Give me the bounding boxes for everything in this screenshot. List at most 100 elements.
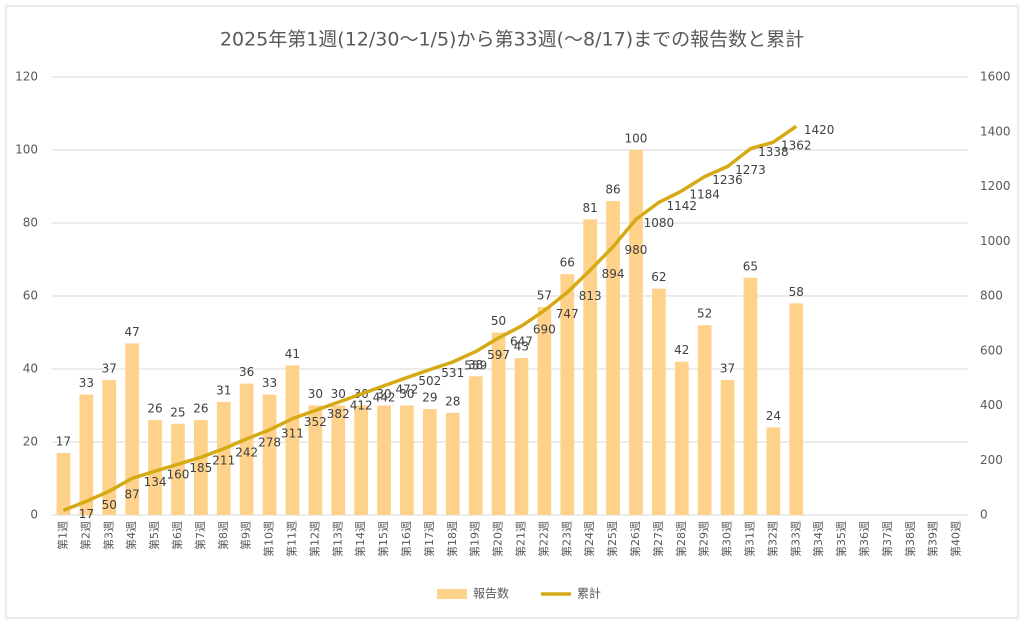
line-label: 472	[395, 382, 418, 396]
bar-label: 50	[491, 314, 506, 328]
bar-label: 38	[468, 358, 483, 372]
y2-tick-label: 600	[980, 343, 1003, 357]
line-label: 1184	[689, 187, 720, 201]
line-label: 894	[602, 267, 625, 281]
bar	[193, 420, 208, 515]
x-tick-label: 第4週	[124, 521, 138, 550]
bar	[354, 405, 369, 515]
bar-label: 86	[605, 183, 620, 197]
x-tick-label: 第28週	[674, 521, 688, 557]
x-tick-label: 第32週	[765, 521, 779, 557]
line-label: 17	[79, 507, 94, 521]
line-label: 1236	[712, 173, 743, 187]
bar-label: 66	[560, 256, 575, 270]
bar-label: 52	[697, 307, 712, 321]
bar-label: 33	[79, 376, 94, 390]
x-tick-label: 第30週	[720, 521, 734, 557]
bar	[537, 306, 552, 515]
line-label: 412	[350, 399, 373, 413]
x-tick-label: 第21週	[513, 521, 527, 557]
y2-tick-label: 800	[980, 289, 1003, 303]
line-label: 813	[579, 289, 602, 303]
x-tick-label: 第11週	[284, 521, 298, 557]
line-label: 160	[166, 468, 189, 482]
line-label: 382	[327, 407, 350, 421]
bar-label: 31	[216, 383, 231, 397]
y-tick-label: 120	[15, 70, 38, 84]
bar-label: 41	[285, 347, 300, 361]
bar-label: 26	[193, 402, 208, 416]
chart-border	[5, 5, 1019, 619]
bar	[514, 358, 529, 515]
chart-title: 2025年第1週(12/30～1/5)から第33週(～8/17)までの報告数と累…	[220, 29, 804, 51]
x-tick-label: 第29週	[697, 521, 711, 557]
bar-label: 81	[583, 201, 598, 215]
line-label: 87	[125, 488, 140, 502]
bar	[239, 383, 254, 515]
line-label: 442	[373, 391, 396, 405]
line-label: 1362	[781, 139, 812, 153]
x-tick-label: 第37週	[880, 521, 894, 557]
x-tick-label: 第22週	[536, 521, 550, 557]
line	[62, 124, 798, 512]
line-label: 352	[304, 415, 327, 429]
line-label: 597	[487, 348, 510, 362]
bar	[422, 409, 437, 515]
line-label: 1420	[804, 123, 835, 137]
bar-label: 57	[537, 288, 552, 302]
bar	[445, 412, 460, 515]
y2-tick-label: 0	[980, 508, 988, 522]
bar-label: 30	[399, 387, 414, 401]
line-label: 1142	[666, 199, 697, 213]
y2-tick-label: 1400	[980, 124, 1011, 138]
bar-label: 43	[514, 340, 529, 354]
line-label: 559	[464, 358, 487, 372]
y2-tick-label: 1600	[980, 70, 1011, 84]
x-tick-label: 第24週	[582, 521, 596, 557]
x-tick-label: 第36週	[857, 521, 871, 557]
x-tick-label: 第38週	[903, 521, 917, 557]
bar	[697, 325, 712, 515]
line-label: 134	[144, 475, 167, 489]
y2-tick-label: 1200	[980, 179, 1011, 193]
x-tick-label: 第9週	[239, 521, 253, 550]
bar-label: 25	[170, 405, 185, 419]
x-tick-label: 第26週	[628, 521, 642, 557]
y-tick-label: 40	[23, 362, 38, 376]
bar-label: 42	[674, 343, 689, 357]
bar	[560, 274, 575, 515]
x-tick-label: 第34週	[811, 521, 825, 557]
bar-label: 30	[308, 387, 323, 401]
bar-label: 37	[102, 361, 117, 375]
bar	[766, 427, 781, 515]
y2-tick-label: 400	[980, 398, 1003, 412]
bar	[629, 150, 643, 515]
line-label: 1338	[758, 145, 789, 159]
y-tick-label: 80	[23, 216, 38, 230]
bar	[720, 379, 735, 515]
y-tick-label: 0	[30, 508, 38, 522]
bar-label: 30	[331, 387, 346, 401]
x-tick-label: 第7週	[193, 521, 207, 550]
x-tick-label: 第20週	[491, 521, 505, 557]
legend-label: 累計	[577, 586, 601, 601]
bar	[125, 343, 140, 515]
bar	[583, 219, 598, 515]
bar-label: 29	[422, 391, 437, 405]
x-tick-label: 第13週	[330, 521, 344, 557]
line-label: 647	[510, 334, 533, 348]
bar-label: 33	[262, 376, 277, 390]
bar	[171, 423, 185, 515]
legend-label: 報告数	[473, 586, 509, 601]
bar	[102, 379, 117, 515]
bar-label: 36	[239, 365, 254, 379]
bar-label: 26	[147, 402, 162, 416]
line-label: 311	[281, 426, 304, 440]
line-label: 531	[441, 366, 464, 380]
line-label: 502	[418, 374, 441, 388]
x-tick-label: 第23週	[559, 521, 573, 557]
bar-label: 58	[789, 285, 804, 299]
y-tick-label: 60	[23, 289, 38, 303]
y2-tick-label: 1000	[980, 234, 1011, 248]
